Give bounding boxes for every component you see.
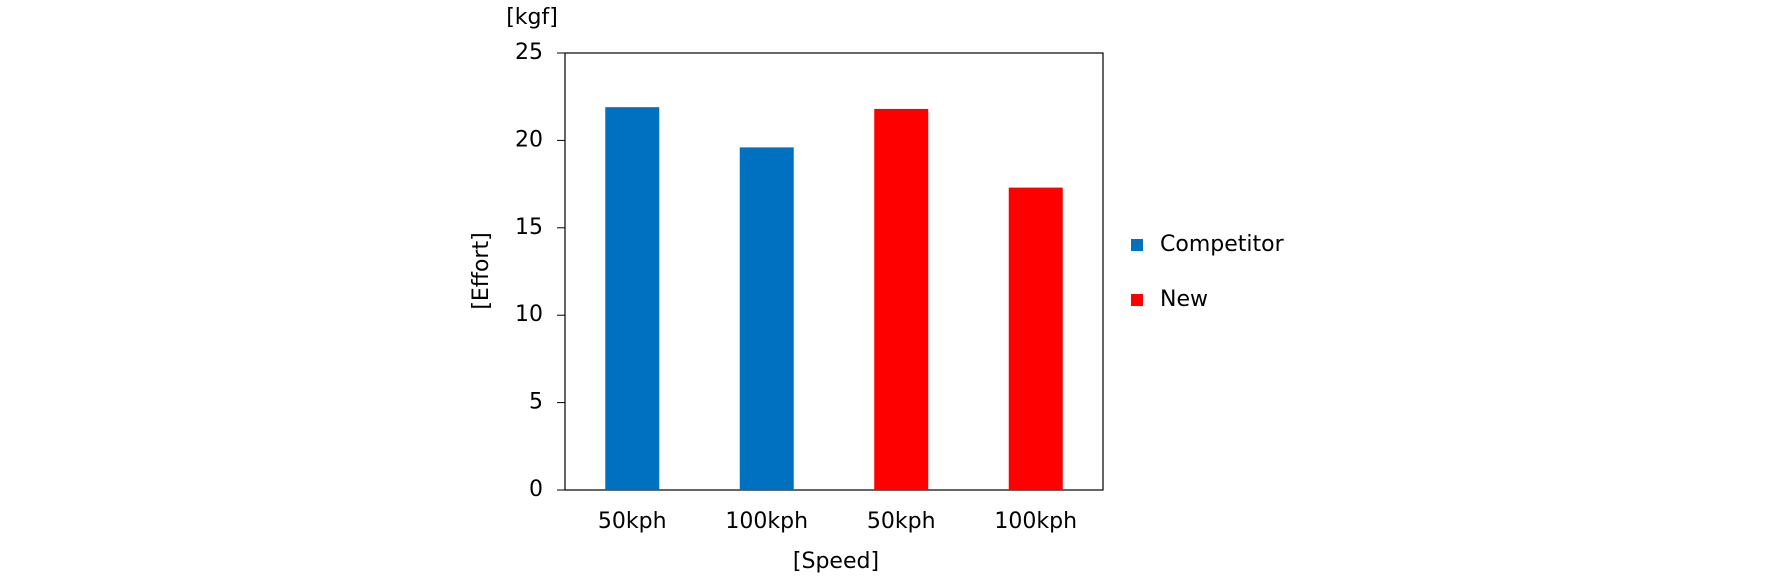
y-tick-label: 5 (529, 390, 543, 415)
plot-frame (564, 52, 1104, 491)
y-tick-label: 10 (515, 302, 543, 327)
x-tick-label: 100kph (725, 509, 808, 534)
y-tick-label: 25 (515, 40, 543, 65)
x-tick-label: 50kph (598, 509, 667, 534)
x-tick-label: 50kph (867, 509, 936, 534)
y-tick-label: 15 (515, 215, 543, 240)
x-axis-label: [Speed] (793, 549, 879, 574)
x-tick-label: 100kph (994, 509, 1077, 534)
y-tick-label: 0 (529, 477, 543, 502)
y-axis-label: [Effort] (469, 232, 494, 309)
bar (874, 108, 929, 490)
bar (1008, 187, 1063, 490)
unit-label: [kgf] (506, 5, 558, 30)
legend-label: Competitor (1160, 232, 1285, 257)
bar (739, 147, 794, 490)
legend-swatch (1131, 294, 1143, 306)
bar (605, 107, 660, 491)
legend-label: New (1160, 287, 1208, 312)
y-tick-label: 20 (515, 127, 543, 152)
legend-swatch (1131, 239, 1143, 251)
